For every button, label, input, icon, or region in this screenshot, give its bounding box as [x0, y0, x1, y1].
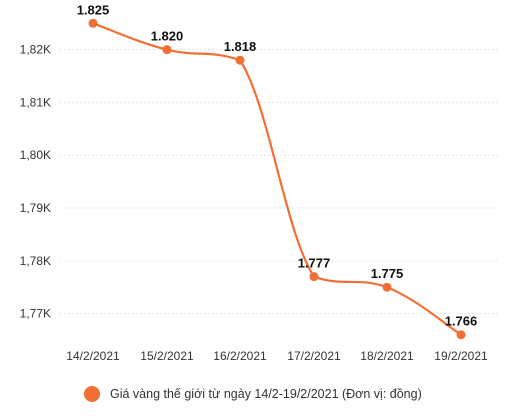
data-label: 1.766 [445, 314, 478, 329]
x-tick-label: 14/2/2021 [66, 349, 120, 363]
x-tick-label: 17/2/2021 [287, 349, 341, 363]
data-label: 1.775 [371, 266, 404, 281]
data-label: 1.818 [224, 39, 257, 54]
y-axis: 1,77K 1,78K 1,79K 1,80K 1,81K 1,82K [20, 43, 51, 321]
y-tick-label: 1,80K [20, 148, 51, 162]
data-point [382, 282, 392, 292]
y-tick-label: 1,79K [20, 201, 51, 215]
y-tick-label: 1,77K [20, 307, 51, 321]
y-tick-label: 1,81K [20, 95, 51, 109]
legend: Giá vàng thế giới từ ngày 14/2-19/2/2021… [84, 386, 422, 402]
x-tick-label: 15/2/2021 [140, 349, 194, 363]
legend-marker [84, 386, 100, 402]
y-tick-label: 1,82K [20, 43, 51, 57]
legend-label: Giá vàng thế giới từ ngày 14/2-19/2/2021… [110, 387, 422, 401]
x-tick-label: 18/2/2021 [360, 349, 414, 363]
x-tick-label: 19/2/2021 [434, 349, 488, 363]
y-tick-label: 1,78K [20, 254, 51, 268]
data-points [88, 18, 466, 340]
data-label: 1.777 [298, 256, 331, 271]
x-axis: 14/2/2021 15/2/2021 16/2/2021 17/2/2021 18/2… [66, 349, 488, 363]
gridlines [60, 49, 500, 315]
data-label: 1.820 [151, 29, 184, 44]
data-point [456, 330, 466, 340]
series-line [92, 22, 462, 336]
x-tick-label: 16/2/2021 [213, 349, 267, 363]
data-point [235, 55, 245, 65]
data-label: 1.825 [77, 2, 110, 17]
data-point [309, 272, 319, 282]
data-labels: 1.825 1.820 1.818 1.777 1.775 1.766 [77, 2, 478, 328]
data-point [162, 45, 172, 55]
data-point [88, 18, 98, 28]
